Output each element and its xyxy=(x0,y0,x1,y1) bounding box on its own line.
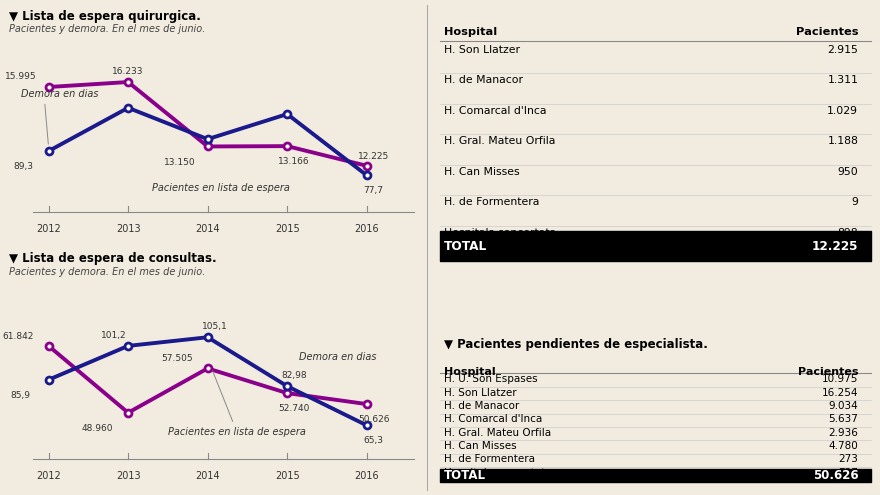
Text: 61.842: 61.842 xyxy=(3,332,33,341)
Text: 89,3: 89,3 xyxy=(13,162,33,171)
Text: 2016: 2016 xyxy=(355,224,379,234)
Text: ▼ Lista de espera quirurgica.: ▼ Lista de espera quirurgica. xyxy=(9,10,201,23)
Text: TOTAL: TOTAL xyxy=(444,240,488,253)
Text: 2014: 2014 xyxy=(195,224,220,234)
Text: 1.029: 1.029 xyxy=(827,105,858,115)
Text: H. Can Misses: H. Can Misses xyxy=(444,166,520,177)
Text: Pacientes: Pacientes xyxy=(796,27,858,37)
Text: Pacientes: Pacientes xyxy=(798,367,858,378)
Text: 105,1: 105,1 xyxy=(202,322,227,331)
Text: 85,9: 85,9 xyxy=(11,391,31,400)
Text: Pacientes y demora. En el mes de junio.: Pacientes y demora. En el mes de junio. xyxy=(9,24,205,34)
Text: 52.740: 52.740 xyxy=(278,404,310,413)
Text: H. de Formentera: H. de Formentera xyxy=(444,197,539,207)
Text: 2014: 2014 xyxy=(195,471,220,481)
Text: 2.936: 2.936 xyxy=(828,428,858,438)
Text: 13.150: 13.150 xyxy=(164,157,195,166)
Text: 9: 9 xyxy=(851,197,858,207)
Text: H. Gral. Mateu Orfila: H. Gral. Mateu Orfila xyxy=(444,136,555,146)
Text: Pacientes en lista de espera: Pacientes en lista de espera xyxy=(152,184,290,194)
Text: 57.505: 57.505 xyxy=(161,354,193,363)
Text: ▼ Pacientes pendientes de especialista.: ▼ Pacientes pendientes de especialista. xyxy=(444,338,708,351)
Text: 737: 737 xyxy=(839,468,858,478)
Text: 50.626: 50.626 xyxy=(812,469,858,482)
Text: H. Gral. Mateu Orfila: H. Gral. Mateu Orfila xyxy=(444,428,552,438)
FancyBboxPatch shape xyxy=(440,469,871,482)
Text: 77,7: 77,7 xyxy=(363,186,384,196)
Text: 50.626: 50.626 xyxy=(358,415,390,424)
Text: Hospitals concertats: Hospitals concertats xyxy=(444,228,555,238)
Text: 12.225: 12.225 xyxy=(358,152,389,161)
Text: H. de Manacor: H. de Manacor xyxy=(444,401,519,411)
Text: 2016: 2016 xyxy=(355,471,379,481)
Text: Demora en dias: Demora en dias xyxy=(299,351,377,362)
Text: TOTAL: TOTAL xyxy=(444,469,487,482)
Text: Hospital: Hospital xyxy=(444,27,497,37)
Text: 1.311: 1.311 xyxy=(827,75,858,85)
Text: Pacientes y demora. En el mes de junio.: Pacientes y demora. En el mes de junio. xyxy=(9,267,205,277)
Text: 2.915: 2.915 xyxy=(827,45,858,54)
Text: 10.975: 10.975 xyxy=(822,374,858,385)
Text: H. Can Misses: H. Can Misses xyxy=(444,441,517,451)
Text: 12.225: 12.225 xyxy=(811,240,858,253)
Text: H. U. Son Espases: H. U. Son Espases xyxy=(444,374,538,385)
Text: 13.166: 13.166 xyxy=(278,157,310,166)
Text: 16.254: 16.254 xyxy=(822,388,858,397)
Text: Hospital: Hospital xyxy=(444,367,496,378)
Text: 2012: 2012 xyxy=(36,224,61,234)
Text: H. de Formentera: H. de Formentera xyxy=(444,454,535,464)
Text: ▼ Lista de espera de consultas.: ▼ Lista de espera de consultas. xyxy=(9,252,216,265)
Text: 101,2: 101,2 xyxy=(101,331,127,340)
Text: 273: 273 xyxy=(839,454,858,464)
Text: 898: 898 xyxy=(838,228,858,238)
Text: H. de Manacor: H. de Manacor xyxy=(444,75,524,85)
Text: H. Son Llatzer: H. Son Llatzer xyxy=(444,388,517,397)
Text: 2015: 2015 xyxy=(275,224,299,234)
Text: 2015: 2015 xyxy=(275,471,299,481)
Text: H. Son Llatzer: H. Son Llatzer xyxy=(444,45,520,54)
Text: 9.034: 9.034 xyxy=(828,401,858,411)
Text: 1.188: 1.188 xyxy=(827,136,858,146)
Text: Demora en dias: Demora en dias xyxy=(21,90,99,99)
Text: 15.995: 15.995 xyxy=(5,72,37,81)
Text: 2013: 2013 xyxy=(116,471,141,481)
Text: 5.637: 5.637 xyxy=(828,414,858,424)
Text: 2013: 2013 xyxy=(116,224,141,234)
Text: 65,3: 65,3 xyxy=(363,437,384,446)
Text: 4.780: 4.780 xyxy=(828,441,858,451)
Text: H. Comarcal d'Inca: H. Comarcal d'Inca xyxy=(444,105,546,115)
FancyBboxPatch shape xyxy=(440,231,871,261)
Text: H. Comarcal d'Inca: H. Comarcal d'Inca xyxy=(444,414,543,424)
Text: 48.960: 48.960 xyxy=(82,424,114,433)
Text: 16.233: 16.233 xyxy=(113,67,143,76)
Text: Hospitals concertats: Hospitals concertats xyxy=(444,468,551,478)
Text: Pacientes en lista de espera: Pacientes en lista de espera xyxy=(168,371,305,437)
Text: 2012: 2012 xyxy=(36,471,61,481)
Text: 82,98: 82,98 xyxy=(282,371,307,380)
Text: 950: 950 xyxy=(838,166,858,177)
